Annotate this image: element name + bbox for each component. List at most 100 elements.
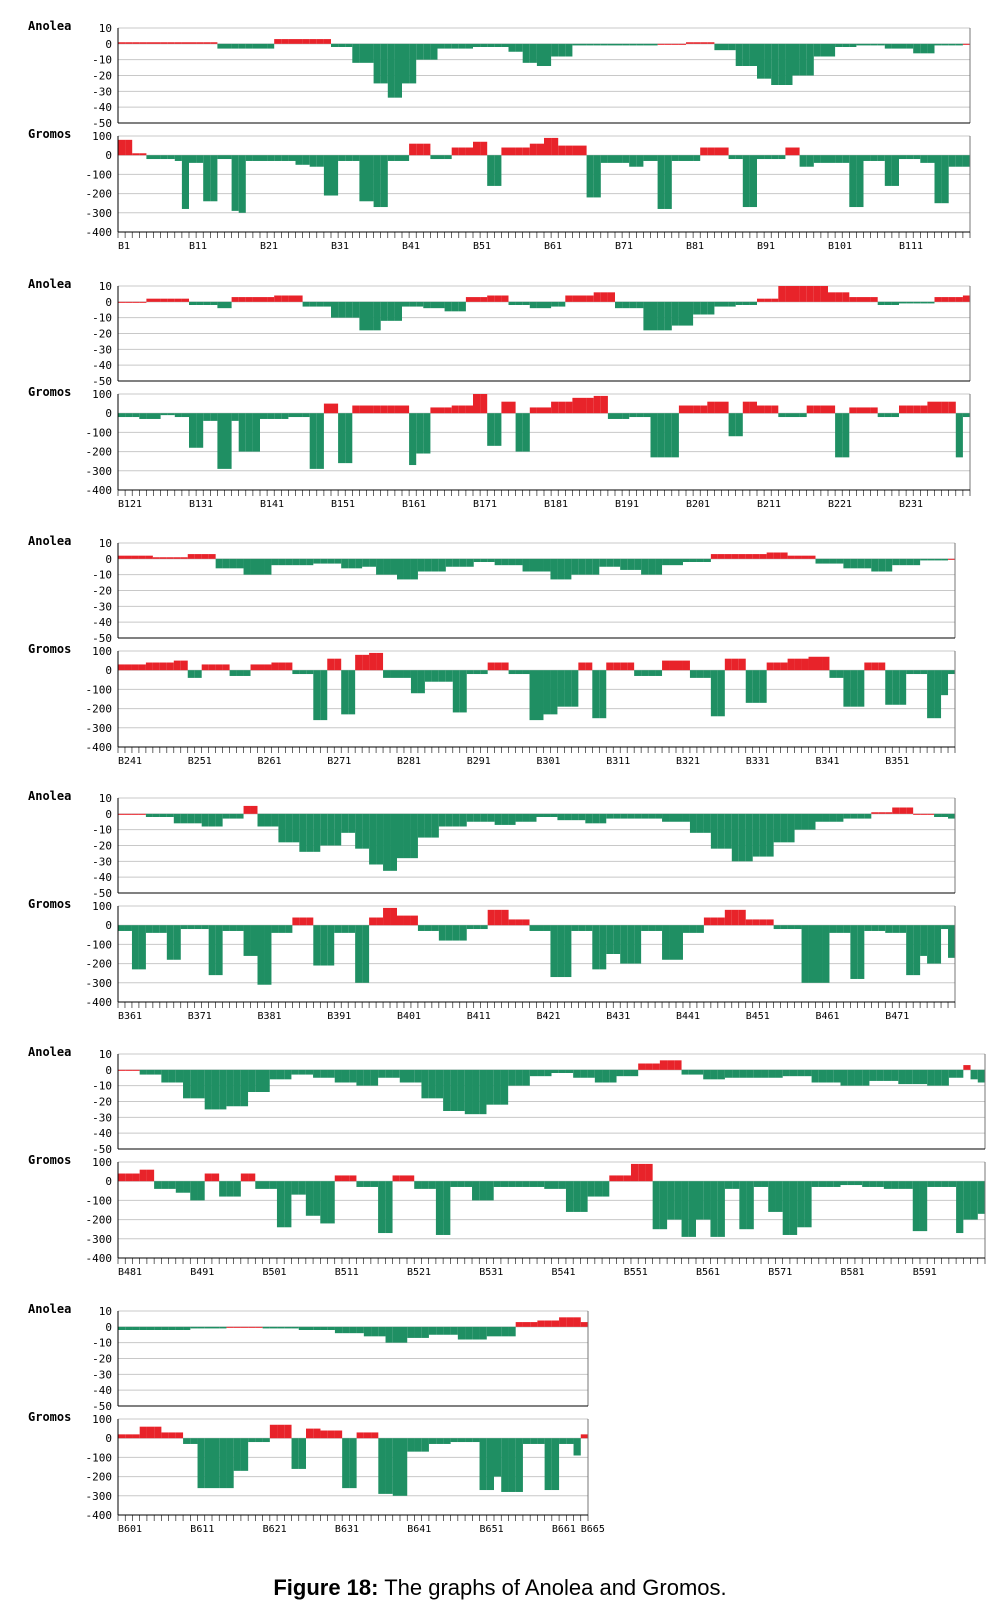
bar [243,558,251,575]
bar [160,298,168,302]
bar [452,558,460,567]
bar [173,813,181,824]
bar [537,1181,545,1187]
bar [710,670,718,717]
bar [421,1181,429,1189]
bar [842,413,850,458]
bar [464,1181,473,1187]
bar [794,555,802,559]
bar [522,147,530,156]
bar [813,43,821,57]
bar [671,413,679,458]
bar [356,1181,364,1187]
bar [919,1069,928,1085]
bar [536,558,544,572]
bar [355,925,363,983]
bar [362,654,370,671]
bar [285,813,293,843]
bar [501,1438,509,1492]
bar [407,1326,415,1338]
y-tick-label: -300 [86,1233,113,1246]
bar [655,925,663,931]
bar [226,1069,234,1107]
bar [288,295,296,302]
bar [630,1163,639,1182]
bar [948,925,955,958]
bar [780,925,788,930]
residue-label: B491 [190,1267,214,1278]
y-tick-label: 10 [99,22,112,35]
bar [501,558,509,566]
bar [260,297,268,302]
bar [913,43,921,54]
bar [693,301,701,315]
bar [400,1326,408,1343]
bar [423,301,431,309]
bar [884,155,892,186]
bar [797,1181,805,1228]
bar [394,301,402,321]
bar [688,1069,696,1075]
bar [836,670,844,678]
bar [607,155,615,163]
bar [775,1069,783,1078]
bar [397,670,404,678]
y-tick-label: -20 [92,840,112,853]
bar [544,1320,552,1327]
y-tick-label: -20 [92,1096,112,1109]
bar [257,813,265,827]
bar [636,155,644,167]
bar [390,670,397,678]
residue-label: B321 [676,756,700,767]
bar [941,43,949,46]
bar [822,558,830,564]
bar [291,1438,299,1469]
bar [450,1069,458,1111]
bar [850,925,858,979]
y-tick-label: -400 [86,226,113,239]
bar [508,401,516,414]
residue-label: B271 [327,756,351,767]
bar [487,909,495,926]
bar [355,558,363,569]
bar [941,670,949,696]
bar [276,1069,285,1080]
bar [222,813,230,819]
bar [403,558,411,580]
bar [906,155,914,160]
bar [515,558,523,566]
bar [620,558,628,570]
bar [813,286,821,302]
bar [724,658,732,671]
bar [948,1069,957,1078]
bar [813,155,821,163]
bar [530,1438,538,1444]
bar [906,301,914,304]
bar [264,558,272,575]
bar [573,1181,581,1212]
y-tick-label: -40 [92,101,112,114]
bar [349,1438,357,1489]
bar [728,413,736,437]
bar [636,43,644,46]
bar [934,813,942,817]
bar [320,813,328,846]
residue-label: B441 [676,1011,700,1022]
bar [236,813,244,819]
residue-label: B171 [473,499,497,510]
bar [345,301,353,318]
bar [146,1326,155,1330]
bar [753,1181,762,1187]
bar [607,292,615,302]
bar [224,413,232,469]
bar [508,1181,516,1187]
residue-label: B101 [828,241,852,252]
bar [334,1175,342,1182]
bar [515,919,523,926]
bar [327,1430,335,1439]
bar [572,397,580,414]
y-tick-label: -30 [92,855,112,868]
bar [153,298,161,302]
